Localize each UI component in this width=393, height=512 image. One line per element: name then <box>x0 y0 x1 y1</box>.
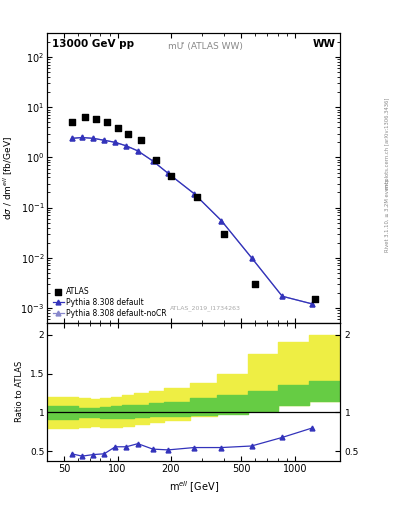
Pythia 8.308 default-noCR <box>136 148 140 154</box>
Pythia 8.308 default <box>219 218 224 224</box>
Line: Pythia 8.308 default: Pythia 8.308 default <box>69 135 314 306</box>
ATLAS <box>153 156 159 164</box>
Pythia 8.308 default-noCR <box>249 254 254 261</box>
Legend: ATLAS, Pythia 8.308 default, Pythia 8.308 default-noCR: ATLAS, Pythia 8.308 default, Pythia 8.30… <box>51 286 169 319</box>
ATLAS <box>138 136 144 144</box>
Pythia 8.308 default-noCR <box>166 170 171 177</box>
Text: mƯ (ATLAS WW): mƯ (ATLAS WW) <box>168 42 243 51</box>
Pythia 8.308 default-noCR <box>280 293 285 300</box>
Pythia 8.308 default-noCR <box>80 135 84 141</box>
ATLAS <box>252 280 259 288</box>
Line: Pythia 8.308 default-noCR: Pythia 8.308 default-noCR <box>69 135 314 306</box>
Pythia 8.308 default <box>310 301 314 307</box>
Pythia 8.308 default <box>69 135 74 141</box>
ATLAS <box>68 118 75 126</box>
Pythia 8.308 default-noCR <box>151 158 155 164</box>
Text: mcplots.cern.ch [arXiv:1306.3436]: mcplots.cern.ch [arXiv:1306.3436] <box>385 98 390 189</box>
Pythia 8.308 default <box>113 139 118 145</box>
Pythia 8.308 default-noCR <box>91 135 96 141</box>
ATLAS <box>125 130 132 138</box>
Text: WW: WW <box>312 39 336 49</box>
Pythia 8.308 default-noCR <box>124 143 129 149</box>
Y-axis label: d$\sigma$ / dm$^{ell}$ [fb/GeV]: d$\sigma$ / dm$^{ell}$ [fb/GeV] <box>2 136 15 220</box>
X-axis label: m$^{ell}$ [GeV]: m$^{ell}$ [GeV] <box>169 479 219 495</box>
ATLAS <box>283 330 290 338</box>
Text: 13000 GeV pp: 13000 GeV pp <box>51 39 134 49</box>
ATLAS <box>81 113 88 121</box>
Pythia 8.308 default <box>80 135 84 141</box>
Pythia 8.308 default <box>280 293 285 300</box>
Pythia 8.308 default <box>151 158 155 164</box>
Pythia 8.308 default-noCR <box>219 218 224 224</box>
Pythia 8.308 default <box>102 137 107 143</box>
Pythia 8.308 default <box>166 170 171 177</box>
Pythia 8.308 default <box>249 254 254 261</box>
Text: Rivet 3.1.10, ≥ 3.2M events: Rivet 3.1.10, ≥ 3.2M events <box>385 178 390 252</box>
ATLAS <box>92 115 99 123</box>
ATLAS <box>312 295 318 303</box>
Pythia 8.308 default-noCR <box>310 301 314 307</box>
ATLAS <box>194 193 200 201</box>
ATLAS <box>221 230 228 238</box>
Pythia 8.308 default <box>192 190 196 197</box>
Y-axis label: Ratio to ATLAS: Ratio to ATLAS <box>15 361 24 422</box>
Pythia 8.308 default-noCR <box>102 137 107 143</box>
Pythia 8.308 default <box>91 135 96 141</box>
Pythia 8.308 default-noCR <box>113 139 118 145</box>
Pythia 8.308 default-noCR <box>69 135 74 141</box>
ATLAS <box>104 117 110 125</box>
ATLAS <box>168 172 174 180</box>
ATLAS <box>114 124 121 133</box>
Text: ATLAS_2019_I1734263: ATLAS_2019_I1734263 <box>170 306 241 311</box>
Pythia 8.308 default-noCR <box>192 190 196 197</box>
Pythia 8.308 default <box>124 143 129 149</box>
Pythia 8.308 default <box>136 148 140 154</box>
